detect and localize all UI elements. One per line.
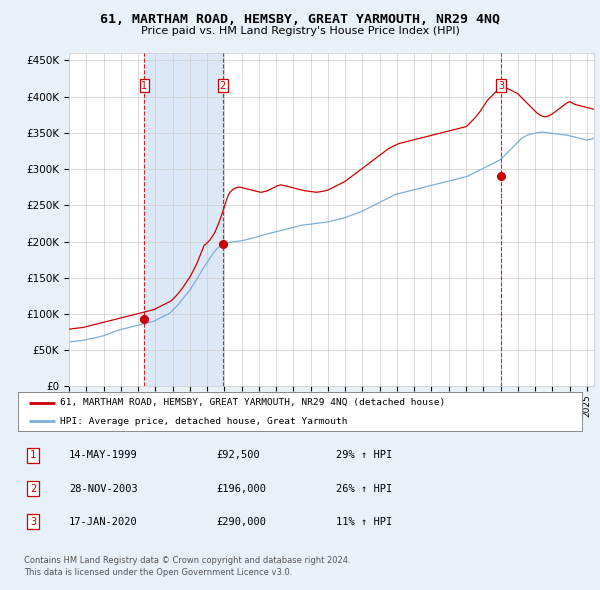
Text: 3: 3: [498, 81, 505, 91]
Text: £290,000: £290,000: [216, 517, 266, 526]
Text: 1: 1: [30, 451, 36, 460]
Text: 28-NOV-2003: 28-NOV-2003: [69, 484, 138, 493]
Text: This data is licensed under the Open Government Licence v3.0.: This data is licensed under the Open Gov…: [24, 568, 292, 577]
Text: 61, MARTHAM ROAD, HEMSBY, GREAT YARMOUTH, NR29 4NQ (detached house): 61, MARTHAM ROAD, HEMSBY, GREAT YARMOUTH…: [60, 398, 446, 407]
Text: £92,500: £92,500: [216, 451, 260, 460]
Text: 11% ↑ HPI: 11% ↑ HPI: [336, 517, 392, 526]
Text: Contains HM Land Registry data © Crown copyright and database right 2024.: Contains HM Land Registry data © Crown c…: [24, 556, 350, 565]
Text: 2: 2: [30, 484, 36, 493]
Text: 1: 1: [141, 81, 148, 91]
Text: Price paid vs. HM Land Registry's House Price Index (HPI): Price paid vs. HM Land Registry's House …: [140, 26, 460, 36]
Text: 17-JAN-2020: 17-JAN-2020: [69, 517, 138, 526]
Text: 29% ↑ HPI: 29% ↑ HPI: [336, 451, 392, 460]
Text: 26% ↑ HPI: 26% ↑ HPI: [336, 484, 392, 493]
Text: 3: 3: [30, 517, 36, 526]
Text: 61, MARTHAM ROAD, HEMSBY, GREAT YARMOUTH, NR29 4NQ: 61, MARTHAM ROAD, HEMSBY, GREAT YARMOUTH…: [100, 13, 500, 26]
Text: 14-MAY-1999: 14-MAY-1999: [69, 451, 138, 460]
Text: £196,000: £196,000: [216, 484, 266, 493]
Bar: [145, 53, 223, 386]
Text: HPI: Average price, detached house, Great Yarmouth: HPI: Average price, detached house, Grea…: [60, 417, 348, 425]
Text: 2: 2: [220, 81, 226, 91]
